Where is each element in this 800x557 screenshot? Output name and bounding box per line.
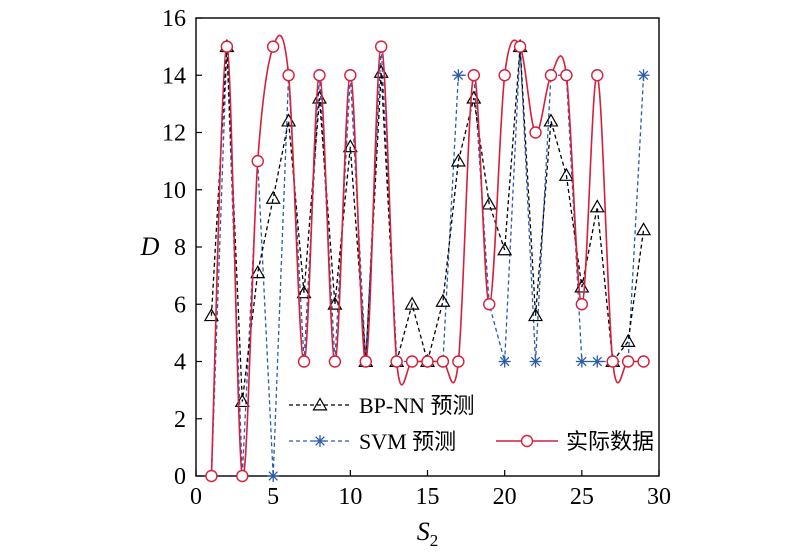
y-tick-label: 0 — [174, 464, 186, 490]
asterisk-stroke — [592, 356, 603, 367]
legend-marker — [314, 435, 326, 447]
data-point — [436, 355, 450, 368]
data-point — [591, 69, 604, 82]
data-point — [606, 355, 619, 368]
data-point — [637, 69, 650, 82]
data-point — [220, 40, 234, 53]
data-point — [636, 222, 652, 236]
data-point — [390, 355, 403, 368]
series-line — [210, 46, 645, 402]
y-tick-label: 4 — [174, 350, 186, 376]
data-point — [328, 355, 342, 368]
data-point — [467, 69, 480, 82]
data-point — [342, 139, 358, 153]
x-tick-label: 15 — [416, 484, 440, 510]
data-point — [452, 355, 465, 368]
data-point — [266, 40, 280, 53]
data-point — [375, 40, 388, 53]
data-point — [296, 285, 312, 299]
legend-item: 实际数据 — [496, 429, 654, 454]
data-point — [450, 153, 466, 167]
data-point — [265, 190, 281, 204]
data-point — [327, 296, 343, 310]
data-point — [560, 69, 573, 82]
y-tick-label: 14 — [162, 63, 186, 89]
data-point — [575, 355, 588, 368]
data-point — [405, 355, 419, 368]
legend-item: BP-NN 预测 — [289, 393, 475, 418]
data-point — [466, 90, 482, 104]
asterisk-stroke — [638, 70, 649, 81]
y-axis-label: D — [140, 232, 160, 261]
data-point — [498, 355, 511, 368]
data-point — [529, 126, 542, 139]
x-tick-label: 5 — [267, 484, 279, 510]
data-point — [620, 333, 636, 347]
data-point — [591, 355, 604, 368]
data-point — [481, 196, 497, 210]
data-point — [297, 355, 311, 368]
asterisk-stroke — [530, 356, 541, 367]
data-point — [313, 69, 326, 82]
asterisk-stroke — [315, 436, 325, 446]
y-tick-label: 8 — [174, 235, 186, 261]
data-point — [205, 469, 218, 483]
data-point — [435, 293, 451, 307]
x-tick-label: 10 — [338, 484, 362, 510]
y-tick-label: 16 — [162, 6, 186, 32]
data-point — [267, 470, 280, 482]
data-point — [421, 355, 434, 368]
legend-label: SVM 预测 — [359, 429, 456, 454]
data-point — [344, 69, 357, 82]
data-point — [637, 355, 650, 368]
series-line — [210, 34, 644, 478]
asterisk-stroke — [268, 471, 278, 481]
data-point — [544, 69, 558, 82]
data-point — [359, 355, 372, 368]
y-tick-label: 12 — [162, 121, 186, 147]
data-point — [529, 355, 542, 368]
y-tick-label: 10 — [162, 178, 186, 204]
data-point — [282, 69, 295, 82]
data-point — [236, 469, 249, 483]
data-point — [589, 199, 605, 213]
series-actual — [205, 34, 650, 483]
legend-item: SVM 预测 — [289, 429, 456, 454]
data-point — [452, 69, 465, 82]
data-point — [575, 298, 589, 311]
y-tick-label: 6 — [174, 292, 186, 318]
data-point — [498, 69, 511, 82]
legend-label: 实际数据 — [566, 429, 654, 454]
data-point — [404, 296, 420, 310]
data-point — [621, 355, 635, 368]
asterisk-stroke — [577, 356, 587, 367]
x-tick-label: 30 — [647, 484, 671, 510]
legend-marker — [520, 434, 534, 448]
x-tick-label: 25 — [570, 484, 594, 510]
data-point — [513, 40, 527, 53]
data-point — [250, 265, 266, 279]
data-point — [251, 154, 264, 168]
data-point — [483, 298, 496, 311]
data-point — [558, 167, 574, 181]
x-axis-label-subscript: 2 — [430, 531, 439, 550]
x-tick-label: 0 — [190, 484, 202, 510]
asterisk-stroke — [453, 70, 464, 81]
legend-marker — [312, 397, 328, 411]
data-point — [311, 90, 328, 104]
series-bp-nn — [203, 38, 652, 408]
x-axis-label-main: S — [417, 517, 430, 546]
legend-label: BP-NN 预测 — [359, 393, 475, 418]
y-tick-label: 2 — [174, 407, 186, 433]
x-tick-label: 20 — [493, 484, 517, 510]
data-point — [543, 113, 559, 127]
x-axis-label: S2 — [417, 517, 439, 550]
data-point — [203, 307, 219, 322]
data-point — [497, 242, 513, 256]
data-point — [527, 307, 544, 322]
asterisk-stroke — [499, 356, 510, 367]
